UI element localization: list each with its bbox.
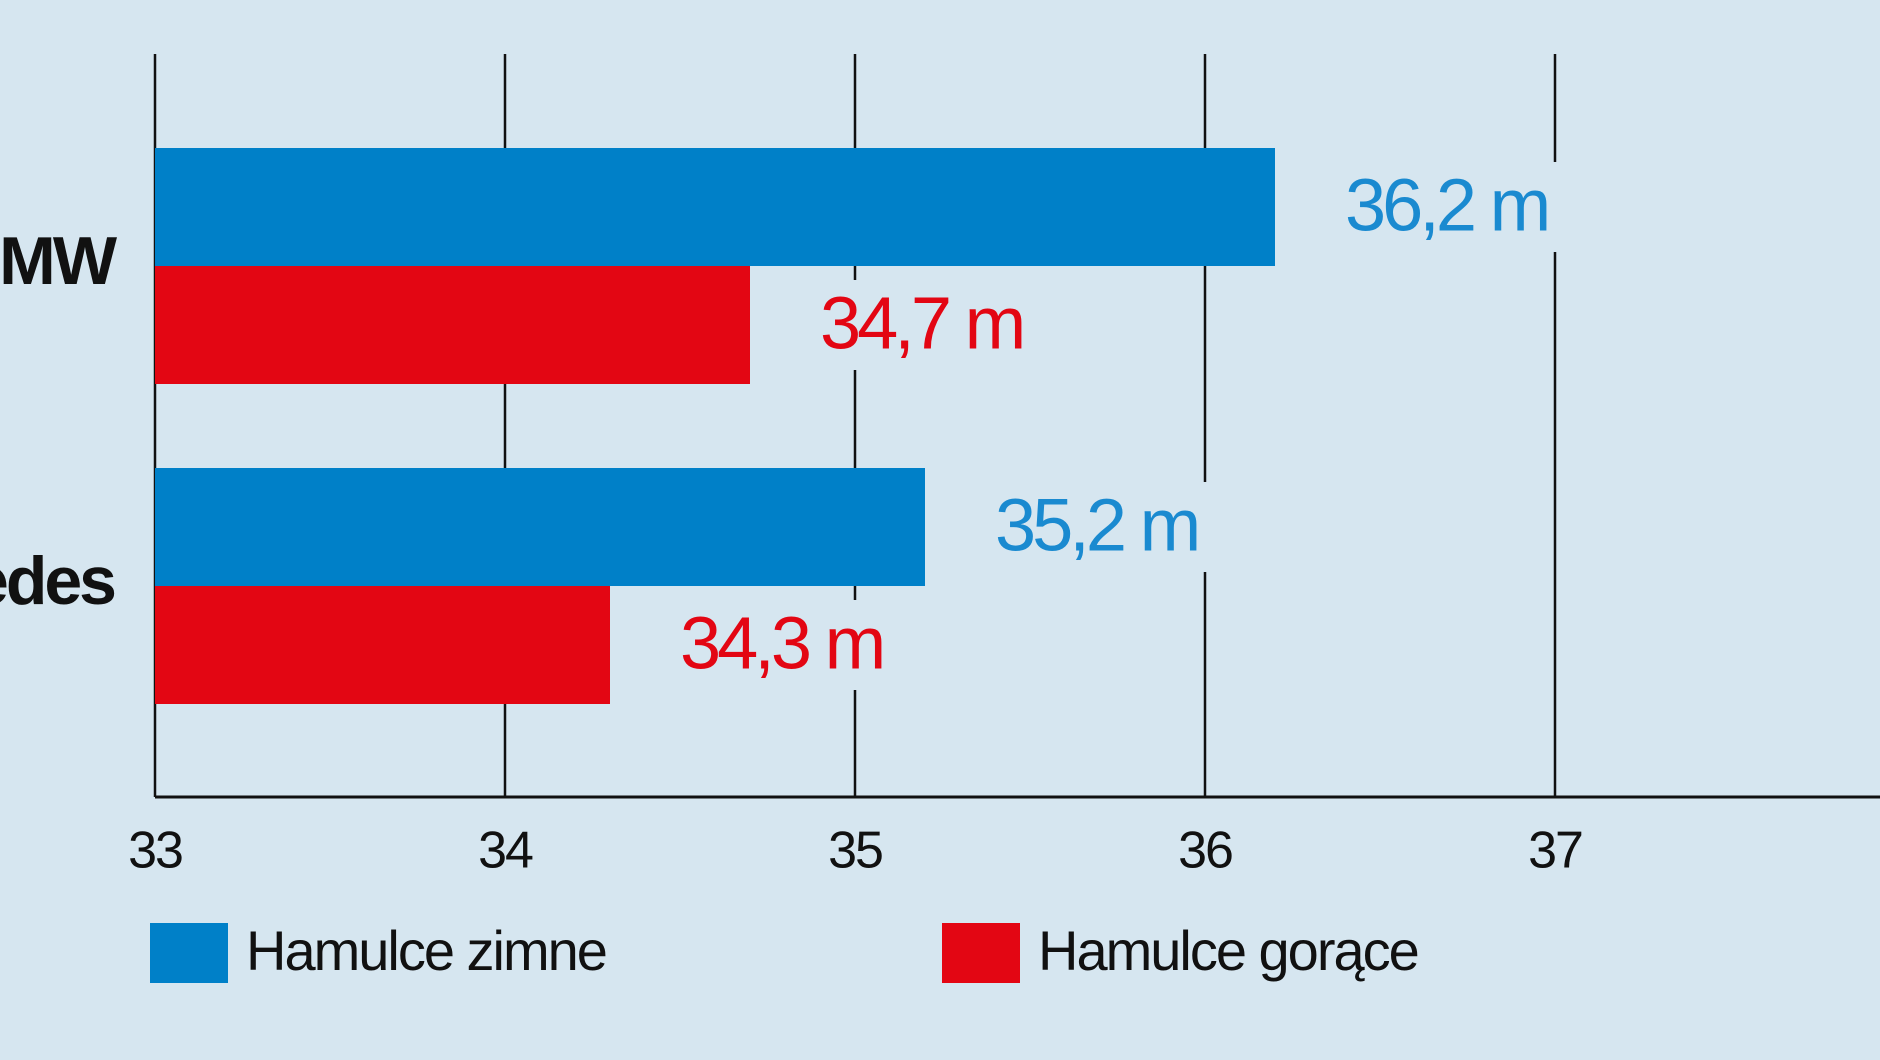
x-tick-label: 35: [828, 822, 882, 880]
value-label-bg: [790, 280, 1070, 370]
value-label-bg: [965, 482, 1245, 572]
bar: [155, 266, 750, 384]
value-label-bg: [650, 600, 930, 690]
bar: [155, 586, 610, 704]
legend-label: Hamulce gorące: [1038, 919, 1418, 982]
x-tick-label: 38: [1878, 822, 1880, 880]
legend-swatch: [942, 923, 1020, 983]
value-label: 36,2 m: [1345, 164, 1547, 247]
x-tick-label: 36: [1178, 822, 1232, 880]
bar: [155, 468, 925, 586]
value-label: 34,3 m: [680, 602, 882, 685]
legend-label: Hamulce zimne: [246, 919, 606, 982]
x-tick-label: 37: [1528, 822, 1582, 880]
legend-swatch: [150, 923, 228, 983]
value-label: 35,2 m: [995, 484, 1197, 567]
x-tick-label: 33: [128, 822, 182, 880]
value-label: 34,7 m: [820, 282, 1022, 365]
bar: [155, 148, 1275, 266]
x-tick-label: 34: [478, 822, 533, 880]
value-label-bg: [1315, 162, 1595, 252]
category-label: Mercedes: [0, 543, 115, 619]
category-label: BMW: [0, 223, 118, 299]
